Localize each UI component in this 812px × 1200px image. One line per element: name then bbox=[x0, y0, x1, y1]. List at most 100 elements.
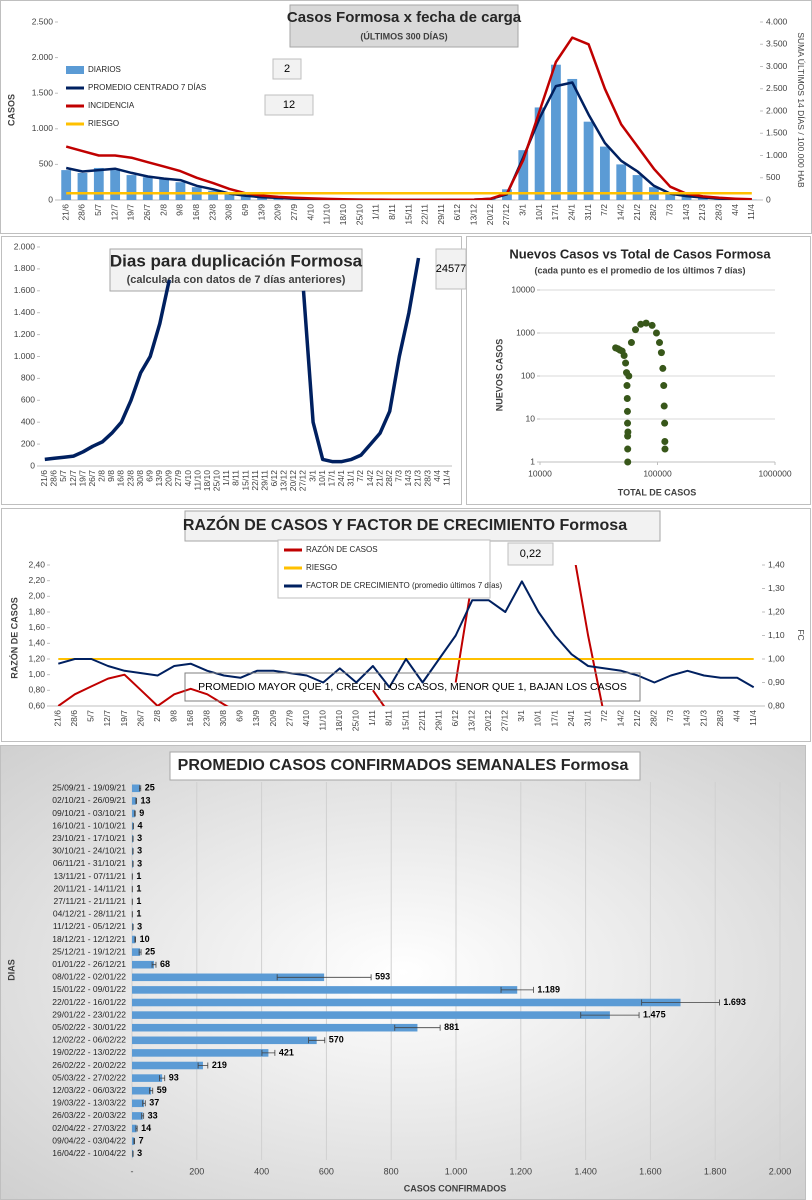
x-tick-label: 2/8 bbox=[158, 204, 168, 216]
bar bbox=[132, 822, 134, 830]
point bbox=[624, 445, 632, 453]
x-tick-label: 26/7 bbox=[87, 470, 97, 487]
value-label: 881 bbox=[444, 1022, 459, 1032]
error-bar bbox=[135, 797, 137, 804]
x-tick-label: 11/10 bbox=[322, 204, 332, 225]
bar bbox=[132, 784, 141, 793]
legend-label: RIESGO bbox=[306, 563, 337, 572]
x-tick-label: 12/7 bbox=[68, 470, 78, 487]
y-axis-label: RAZÓN DE CASOS bbox=[8, 597, 19, 679]
value-label: 4 bbox=[137, 820, 142, 830]
chart-title: Dias para duplicación Formosa bbox=[110, 251, 363, 270]
x-tick-label: 27/9 bbox=[284, 710, 294, 727]
x-tick-label: 8/11 bbox=[387, 204, 397, 220]
x-tick-label: 20/12 bbox=[485, 204, 495, 226]
y-tick-label: 1,40 bbox=[28, 638, 45, 648]
x-tick-label: 21/3 bbox=[698, 710, 708, 727]
y-tick-label: 0 bbox=[48, 194, 53, 204]
x-tick-label: 200 bbox=[189, 1166, 204, 1176]
value-label: 3 bbox=[137, 921, 142, 931]
y-tick-label: 16/04/22 - 10/04/22 bbox=[52, 1148, 126, 1158]
x-tick-label: 16/8 bbox=[185, 710, 195, 727]
panel bbox=[0, 745, 806, 1200]
y2-tick-label: 1,00 bbox=[768, 653, 785, 663]
x-tick-label: 27/12 bbox=[501, 204, 511, 226]
y-tick-label: 800 bbox=[21, 373, 35, 383]
value-label: 3 bbox=[137, 858, 142, 868]
x-tick-label: 7/3 bbox=[664, 204, 674, 216]
x-tick-label: 4/10 bbox=[305, 204, 315, 221]
error-bar bbox=[134, 810, 136, 817]
bar bbox=[551, 64, 561, 200]
y2-tick-label: 1.000 bbox=[766, 150, 788, 160]
y-tick-label: 20/11/21 - 14/11/21 bbox=[54, 883, 127, 893]
point bbox=[623, 382, 631, 390]
x-tick-label: 30/8 bbox=[224, 204, 234, 221]
y-tick-label: 1,60 bbox=[28, 622, 45, 632]
x-tick-label: 19/7 bbox=[119, 710, 129, 727]
y-tick-label: 2.000 bbox=[14, 241, 36, 251]
x-tick-label: 1.000 bbox=[445, 1166, 468, 1176]
x-tick-label: 12/7 bbox=[109, 204, 119, 221]
x-tick-label: 29/11 bbox=[436, 204, 446, 225]
y-tick-label: 12/03/22 - 06/03/22 bbox=[52, 1085, 126, 1095]
x-tick-label: 28/3 bbox=[422, 470, 432, 487]
x-tick-label: 29/11 bbox=[259, 470, 269, 491]
x-tick-label: 28/2 bbox=[649, 710, 659, 727]
y-tick-label: 05/02/22 - 30/01/22 bbox=[52, 1022, 126, 1032]
bar bbox=[159, 178, 170, 200]
y-tick-label: 2,20 bbox=[28, 575, 45, 585]
bar bbox=[132, 1112, 143, 1120]
y-tick-label: 1000 bbox=[516, 327, 535, 337]
y-tick-label: 25/09/21 - 19/09/21 bbox=[52, 783, 126, 793]
x-tick-label: 29/11 bbox=[433, 710, 443, 731]
y-tick-label: 26/03/22 - 20/03/22 bbox=[52, 1110, 126, 1120]
y-tick-label: 0,60 bbox=[28, 700, 45, 710]
point bbox=[637, 320, 645, 328]
error-bar bbox=[141, 1112, 145, 1119]
x-tick-label: 10/1 bbox=[533, 710, 543, 727]
value-label: 10 bbox=[140, 934, 150, 944]
x-tick-label: 10/1 bbox=[317, 470, 327, 487]
x-axis-label: TOTAL DE CASOS bbox=[618, 487, 697, 497]
x-tick-label: 15/11 bbox=[240, 470, 250, 491]
y-tick-label: 15/01/22 - 09/01/22 bbox=[52, 984, 126, 994]
x-tick-label: 31/1 bbox=[583, 204, 593, 221]
value-label: 1.693 bbox=[723, 997, 746, 1007]
x-tick-label: 3/1 bbox=[518, 204, 528, 216]
value-label: 68 bbox=[160, 959, 170, 969]
value-label: 7 bbox=[139, 1135, 144, 1145]
x-tick-label: 20/12 bbox=[288, 470, 298, 492]
value-label: 59 bbox=[157, 1085, 167, 1095]
y-tick-label: 1.000 bbox=[32, 123, 54, 133]
x-tick-label: 21/6 bbox=[39, 470, 49, 487]
error-bar bbox=[580, 1012, 640, 1019]
line-series bbox=[65, 36, 752, 200]
x-tick-label: 28/6 bbox=[69, 710, 79, 727]
chart-subtitle: (calculada con datos de 7 días anteriore… bbox=[127, 274, 346, 286]
y-tick-label: 10 bbox=[526, 413, 536, 423]
error-bar bbox=[139, 785, 142, 792]
note: 2 bbox=[284, 63, 290, 75]
x-tick-label: 1.400 bbox=[574, 1166, 597, 1176]
y-tick-label: 08/01/22 - 02/01/22 bbox=[52, 972, 126, 982]
point bbox=[661, 445, 669, 453]
y-tick-label: 02/04/22 - 27/03/22 bbox=[52, 1123, 126, 1133]
chart-title: PROMEDIO CASOS CONFIRMADOS SEMANALES For… bbox=[178, 757, 629, 774]
y-tick-label: 09/10/21 - 03/10/21 bbox=[52, 808, 126, 818]
point bbox=[657, 349, 665, 357]
bar bbox=[132, 935, 136, 944]
y-tick-label: 1.200 bbox=[14, 329, 36, 339]
point bbox=[659, 364, 667, 372]
x-tick-label: 800 bbox=[384, 1166, 399, 1176]
x-tick-label: 11/4 bbox=[748, 710, 758, 726]
y-tick-label: 2,40 bbox=[28, 559, 45, 569]
x-tick-label: 28/6 bbox=[77, 204, 87, 221]
bar bbox=[240, 196, 251, 200]
x-tick-label: 31/1 bbox=[346, 470, 356, 487]
bar bbox=[132, 1074, 163, 1082]
x-tick-label: 7/2 bbox=[599, 204, 609, 216]
bar bbox=[132, 809, 135, 818]
note: 12 bbox=[283, 99, 295, 111]
chart-title: Nuevos Casos vs Total de Casos Formosa bbox=[509, 246, 771, 261]
